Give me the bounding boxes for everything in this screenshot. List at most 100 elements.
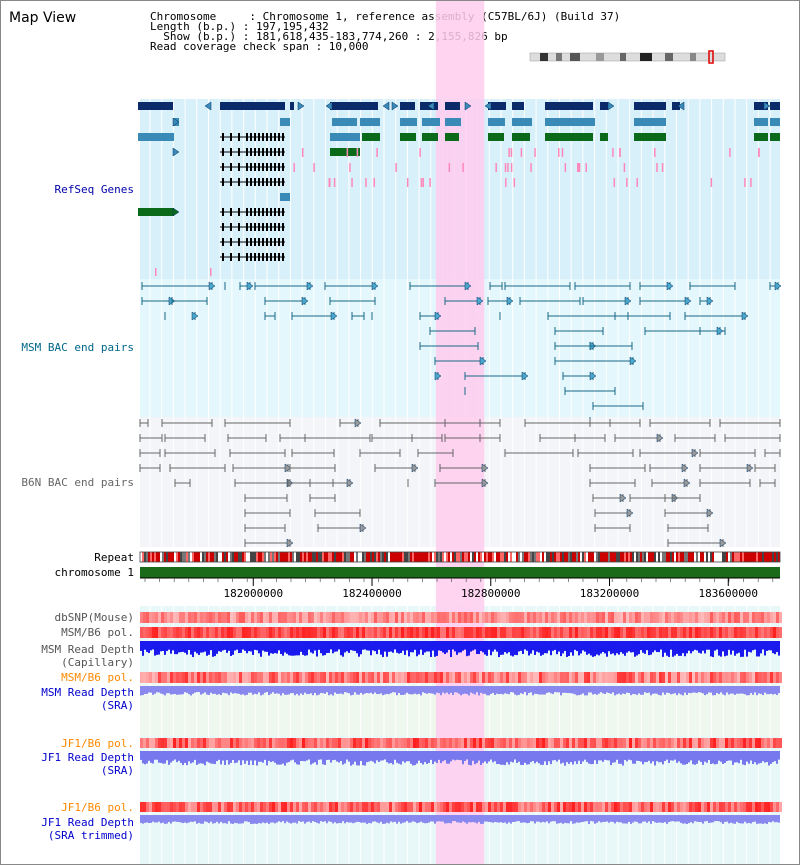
depth-bar — [712, 815, 714, 823]
heat-cell — [251, 672, 254, 683]
heat-cell — [257, 672, 260, 683]
heat-cell — [260, 802, 263, 812]
heat-cell — [425, 672, 428, 683]
heat-cell — [287, 802, 290, 812]
depth-bar — [394, 641, 396, 650]
bac-end-arrow — [624, 296, 632, 306]
heat-cell — [662, 802, 665, 812]
depth-bar — [158, 641, 160, 655]
depth-bar — [552, 641, 554, 651]
heat-cell — [434, 802, 437, 812]
heat-cell — [341, 672, 344, 683]
heat-cell — [419, 738, 422, 748]
depth-bar — [250, 751, 252, 761]
refseq-marker — [636, 178, 638, 187]
repeat-element — [640, 552, 642, 562]
chromosome-ideogram[interactable] — [529, 50, 726, 64]
heat-cell — [725, 672, 728, 683]
bac-end-arrow — [411, 463, 419, 473]
heat-cell — [728, 612, 731, 623]
gene-exon — [258, 253, 260, 261]
msm-bac-features[interactable] — [141, 281, 782, 425]
heat-cell — [518, 612, 521, 623]
heat-cell — [299, 738, 302, 748]
depth-bar — [484, 815, 486, 822]
depth-bar — [720, 815, 722, 823]
depth-bar — [298, 751, 300, 765]
bac-end-arrow — [464, 281, 472, 291]
gene-exon — [222, 133, 224, 141]
depth-bar — [392, 815, 394, 823]
refseq-marker — [365, 178, 367, 187]
heat-cell — [278, 738, 281, 748]
heat-cell — [569, 738, 572, 748]
heat-cell — [155, 627, 158, 638]
depth-bar — [398, 815, 400, 822]
depth-bar — [392, 686, 394, 693]
refseq-marker — [495, 163, 497, 172]
heat-cell — [503, 802, 506, 812]
heat-cell — [434, 672, 437, 683]
depth-bar — [750, 815, 752, 824]
depth-bar — [616, 815, 618, 822]
heat-cell — [398, 627, 401, 638]
heat-cell — [236, 627, 239, 638]
heat-cell — [605, 738, 608, 748]
depth-bar — [418, 751, 420, 761]
depth-bar — [426, 641, 428, 652]
repeat-element — [234, 552, 236, 562]
depth-bar — [328, 751, 330, 760]
depth-bar — [208, 641, 210, 655]
depth-bar — [406, 641, 408, 651]
b6n-bac-features[interactable] — [139, 418, 781, 563]
depth-bar — [148, 686, 150, 693]
depth-bar — [618, 641, 620, 655]
heat-cell — [326, 627, 329, 638]
depth-bar — [778, 641, 780, 656]
refseq-marker — [534, 148, 536, 157]
repeat-track[interactable] — [139, 551, 781, 563]
heat-cell — [596, 627, 599, 638]
gene-exon — [238, 163, 240, 171]
read-depth-tracks[interactable] — [140, 641, 780, 824]
depth-bar — [500, 815, 502, 823]
variation-heat-tracks[interactable] — [140, 612, 782, 812]
heat-cell — [566, 802, 569, 812]
depth-bar — [190, 751, 192, 764]
heat-cell — [509, 738, 512, 748]
heat-cell — [725, 738, 728, 748]
repeat-element — [466, 552, 468, 562]
heat-cell — [665, 802, 668, 812]
depth-bar — [548, 641, 550, 651]
depth-bar — [530, 641, 532, 654]
depth-bar — [336, 815, 338, 824]
depth-bar — [616, 641, 618, 654]
heat-cell — [545, 612, 548, 623]
heat-cell — [731, 612, 734, 623]
heat-cell — [719, 627, 722, 638]
heat-cell — [515, 738, 518, 748]
repeat-element — [444, 552, 446, 562]
repeat-element — [168, 552, 170, 562]
heat-cell — [308, 612, 311, 623]
heat-cell — [728, 738, 731, 748]
heat-cell — [593, 627, 596, 638]
refseq-gene-features[interactable] — [138, 101, 780, 276]
heat-cell — [515, 612, 518, 623]
refseq-label: RefSeq Genes — [54, 183, 134, 196]
repeat-element — [494, 552, 496, 562]
depth-bar — [696, 686, 698, 693]
depth-bar — [370, 641, 372, 656]
depth-bar — [776, 815, 778, 823]
repeat-element — [502, 552, 504, 562]
heat-cell — [146, 627, 149, 638]
depth-bar — [258, 641, 260, 654]
repeat-element — [452, 552, 454, 562]
depth-bar — [248, 686, 250, 693]
depth-bar — [458, 641, 460, 653]
depth-bar — [598, 641, 600, 656]
heat-cell — [572, 612, 575, 623]
depth-bar — [760, 686, 762, 694]
depth-bar — [732, 751, 734, 765]
